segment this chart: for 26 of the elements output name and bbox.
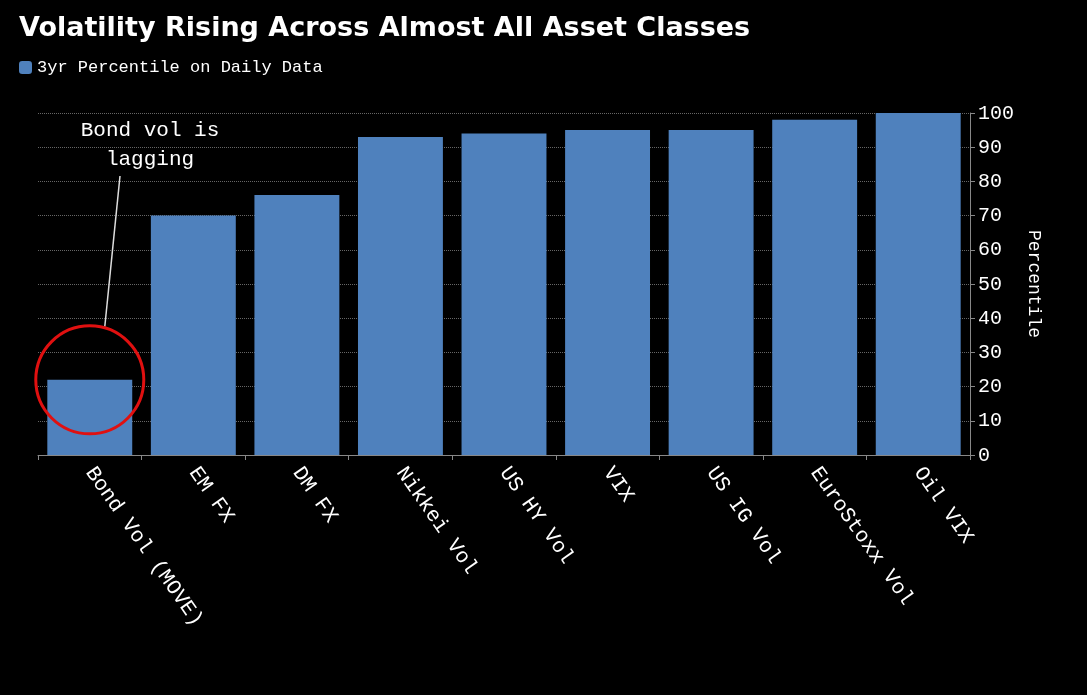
y-tick-label: 80 (978, 169, 1003, 193)
y-tick-label: 50 (978, 272, 1003, 296)
y-tick-label: 20 (978, 375, 1003, 399)
y-tick-label: 30 (978, 340, 1003, 364)
y-tick-label: 70 (978, 204, 1003, 228)
annotation: Bond vol is lagging (80, 119, 220, 171)
y-tick-label: 90 (978, 135, 1003, 159)
bar (357, 136, 443, 455)
bar (668, 130, 754, 455)
y-tick-label: 60 (978, 238, 1003, 262)
bar (150, 215, 236, 455)
chart-title: Volatility Rising Across Almost All Asset Classes (19, 11, 751, 42)
y-tick-label: 0 (978, 443, 991, 467)
bar (254, 195, 340, 455)
x-tick-label: DM FX (287, 462, 343, 528)
y-tick-label: 40 (978, 306, 1003, 330)
bar (772, 119, 858, 455)
y-tick-label: 100 (978, 101, 1015, 125)
y-tick-label: 10 (978, 409, 1003, 433)
legend-label: 3yr Percentile on Daily Data (37, 58, 323, 77)
x-tick-label: EM FX (183, 462, 240, 528)
bar (875, 113, 961, 455)
bar (461, 133, 547, 455)
y-axis-title: Percentile (1023, 229, 1044, 339)
bar (565, 130, 651, 455)
bar (47, 379, 133, 455)
